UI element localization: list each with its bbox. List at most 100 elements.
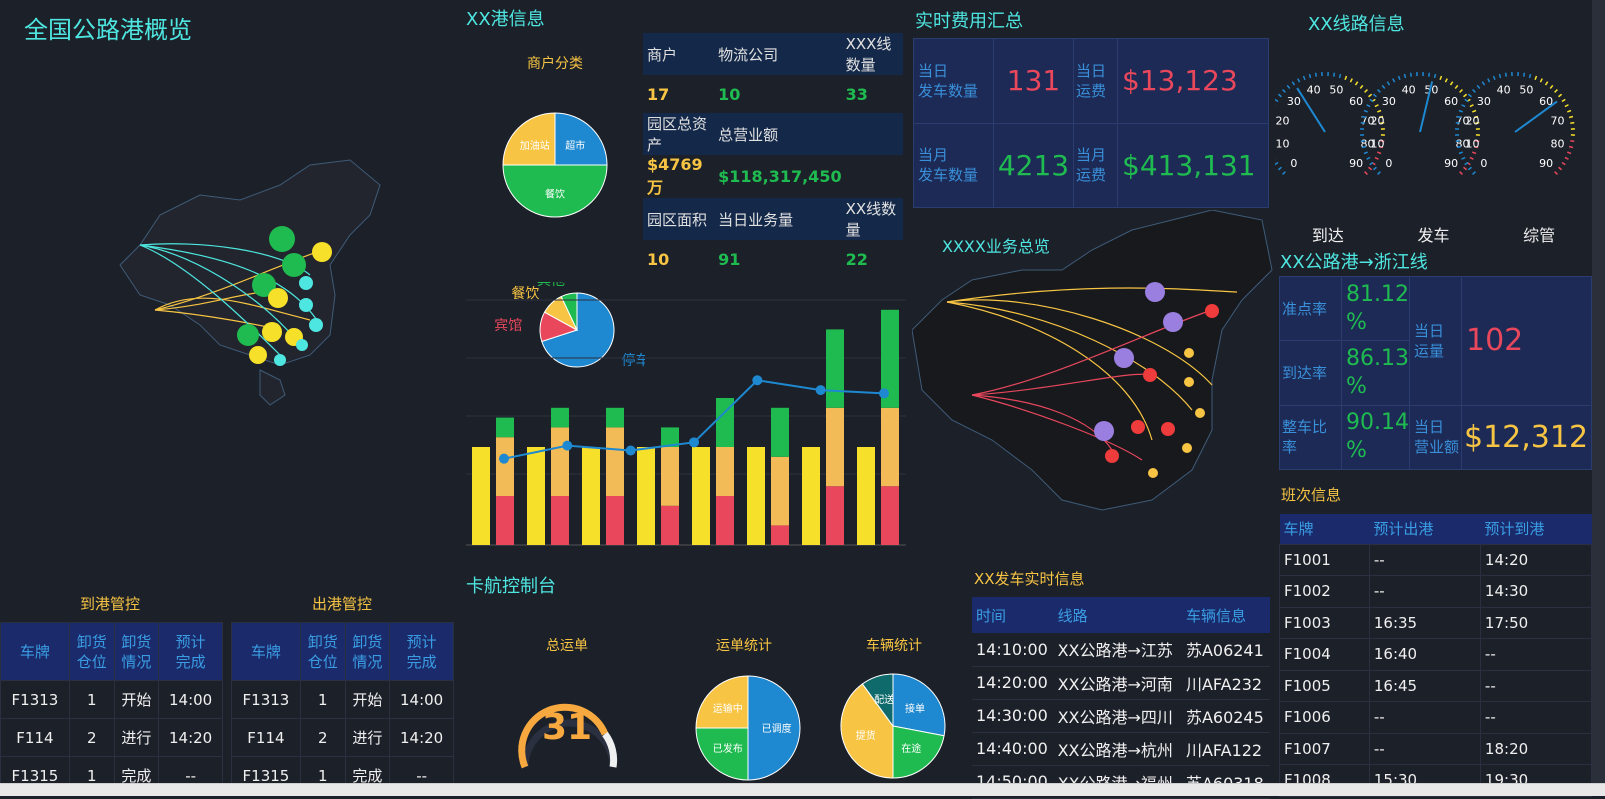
gauge-tick bbox=[1570, 141, 1574, 142]
zj-table: 准点率 81.12% 当日运量 102 到达率 86.13% 整车比率 90.1… bbox=[1279, 276, 1592, 470]
merchant-label: 餐饮 bbox=[545, 188, 565, 201]
bar-line-chart[interactable] bbox=[466, 290, 906, 550]
gauge-tick bbox=[1378, 172, 1381, 175]
bar-red[interactable] bbox=[606, 496, 624, 545]
china-map-business[interactable] bbox=[912, 210, 1277, 540]
gauge-tick bbox=[1316, 73, 1317, 77]
bar-orange[interactable] bbox=[496, 437, 514, 496]
gauge-tick bbox=[1287, 85, 1290, 88]
table-row[interactable]: F1006---- bbox=[1280, 702, 1592, 734]
line-point[interactable] bbox=[626, 446, 636, 456]
gauge-tick bbox=[1309, 74, 1310, 78]
gauge-tick bbox=[1350, 79, 1352, 83]
bar-green[interactable] bbox=[496, 418, 514, 438]
china-map-overview[interactable] bbox=[80, 155, 410, 465]
gauge-tick bbox=[1339, 74, 1340, 78]
bar-red[interactable] bbox=[881, 486, 899, 545]
gauge-tick bbox=[1550, 85, 1553, 88]
line-point[interactable] bbox=[816, 385, 826, 395]
bar-red[interactable] bbox=[661, 506, 679, 545]
merchant-label: 加油站 bbox=[520, 139, 550, 152]
gauge-tick bbox=[1460, 172, 1463, 175]
gauge-tick-label: 90 bbox=[1349, 157, 1363, 170]
departure-cell: F1313 bbox=[232, 681, 301, 719]
gauge-tick bbox=[1455, 85, 1458, 88]
bar-orange[interactable] bbox=[881, 408, 899, 486]
bar-yellow[interactable] bbox=[582, 447, 600, 545]
departure-header: 预计完成 bbox=[390, 623, 454, 681]
bar-orange[interactable] bbox=[771, 457, 789, 526]
horizontal-scrollbar[interactable] bbox=[0, 783, 1605, 796]
merchant-slice[interactable] bbox=[555, 113, 607, 165]
schedule-header: 车牌 bbox=[1280, 514, 1370, 544]
bar-yellow[interactable] bbox=[472, 447, 490, 545]
bar-yellow[interactable] bbox=[747, 447, 765, 545]
gauge-tick bbox=[1298, 79, 1300, 83]
table-row[interactable]: F1002--14:30 bbox=[1280, 576, 1592, 608]
vehicle-label: 在途 bbox=[901, 742, 921, 755]
schedule-cell: 14:20 bbox=[1480, 544, 1591, 576]
arrival-header: 预计完成 bbox=[159, 623, 223, 681]
realtime-header: 线路 bbox=[1054, 597, 1182, 633]
bar-green[interactable] bbox=[551, 408, 569, 428]
bar-yellow[interactable] bbox=[857, 447, 875, 545]
bar-red[interactable] bbox=[771, 525, 789, 545]
gauge-tick bbox=[1540, 79, 1542, 83]
bar-orange[interactable] bbox=[826, 408, 844, 486]
bar-orange[interactable] bbox=[716, 447, 734, 496]
bar-green[interactable] bbox=[771, 408, 789, 457]
schedule-cell: F1003 bbox=[1280, 607, 1370, 639]
bar-red[interactable] bbox=[496, 496, 514, 545]
bar-yellow[interactable] bbox=[527, 447, 545, 545]
gauge-tick-label: 20 bbox=[1465, 115, 1479, 128]
zj-value: 86.13% bbox=[1342, 341, 1410, 405]
port-label: 总营业额 bbox=[714, 113, 841, 155]
bar-red[interactable] bbox=[551, 496, 569, 545]
bar-orange[interactable] bbox=[551, 427, 569, 496]
line-point[interactable] bbox=[879, 388, 889, 398]
zj-right-value: 102 bbox=[1461, 277, 1591, 406]
table-row[interactable]: F1007--18:20 bbox=[1280, 733, 1592, 765]
waybill-slice[interactable] bbox=[696, 676, 748, 728]
bar-yellow[interactable] bbox=[692, 447, 710, 545]
fees-table: 当日发车数量 131 当日运费 $13,123 当月发车数量 4213 当月运费… bbox=[913, 38, 1269, 208]
bar-yellow[interactable] bbox=[802, 447, 820, 545]
port-label: 园区面积 bbox=[643, 198, 714, 240]
realtime-cell: 川AFA122 bbox=[1182, 732, 1270, 765]
zj-label: 准点率 bbox=[1280, 277, 1342, 341]
line-point[interactable] bbox=[562, 441, 572, 451]
bar-yellow[interactable] bbox=[637, 447, 655, 545]
gauge-tick bbox=[1361, 141, 1365, 142]
bar-green[interactable] bbox=[606, 408, 624, 428]
table-row[interactable]: F1001--14:20 bbox=[1280, 544, 1592, 576]
bar-red[interactable] bbox=[826, 486, 844, 545]
vertical-scrollbar[interactable] bbox=[1592, 0, 1605, 783]
line-point[interactable] bbox=[499, 454, 509, 464]
gauge-tick bbox=[1429, 73, 1430, 77]
bar-red[interactable] bbox=[716, 496, 734, 545]
bar-orange[interactable] bbox=[606, 427, 624, 496]
line-point[interactable] bbox=[752, 375, 762, 385]
departure-header: 卸货情况 bbox=[345, 623, 390, 681]
gauge-tick bbox=[1457, 146, 1461, 147]
line-point[interactable] bbox=[689, 437, 699, 447]
realtime-cell: XX公路港→河南 bbox=[1054, 666, 1182, 699]
merchant-slice[interactable] bbox=[503, 113, 555, 165]
bar-green[interactable] bbox=[826, 329, 844, 407]
bar-orange[interactable] bbox=[661, 447, 679, 506]
